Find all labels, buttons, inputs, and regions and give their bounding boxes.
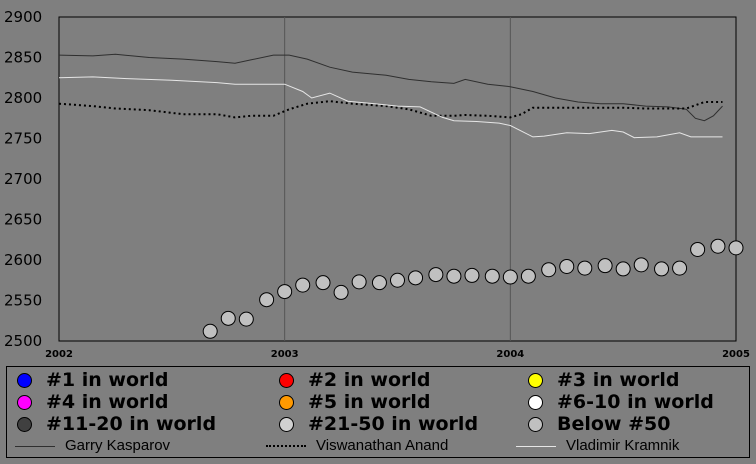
legend-item-5: #5 in world: [279, 392, 431, 412]
y-tick-label: 2900: [4, 8, 42, 26]
legend-label-2: #2 in world: [308, 369, 431, 391]
marker-below-50: [315, 275, 331, 291]
series-line-viswanathan-anand: [58, 100, 723, 119]
marker-below-50: [371, 275, 387, 291]
marker-below-50: [238, 311, 254, 327]
series-line-garry-kasparov: [58, 53, 723, 122]
marker-below-50: [577, 260, 593, 276]
legend-marker-6: [528, 394, 543, 410]
marker-below-50: [615, 261, 631, 277]
marker-below-50: [428, 267, 444, 283]
y-tick-label: 2600: [4, 251, 42, 269]
legend-label-5: #5 in world: [308, 391, 431, 413]
y-tick-label: 2750: [4, 130, 42, 148]
x-axis-ticks: 2002 2003 2004 2005: [45, 349, 750, 360]
legend-item-3: #3 in world: [528, 370, 680, 390]
legend-marker-5: [279, 394, 294, 410]
marker-below-50: [672, 260, 688, 276]
y-tick-label: 2800: [4, 89, 42, 107]
marker-below-50: [541, 262, 557, 278]
x-tick-label: 2002: [45, 349, 73, 360]
y-axis-ticks: 2500 2550 2600 2650 2700 2750 2800 2850 2900: [4, 8, 42, 350]
legend-label-kasparov: Garry Kasparov: [65, 437, 171, 454]
legend-item-2: #2 in world: [279, 370, 431, 390]
legend-line-kramnik: [516, 445, 556, 447]
marker-below-50: [390, 272, 405, 288]
marker-below-50: [333, 284, 349, 300]
marker-below-50: [559, 258, 575, 274]
plot-area: [58, 16, 737, 342]
legend-label-anand: Viswanathan Anand: [316, 437, 449, 454]
marker-below-50: [728, 240, 744, 256]
marker-below-50: [295, 277, 311, 293]
marker-below-50: [654, 261, 670, 277]
legend-label-3: #3 in world: [557, 369, 680, 391]
marker-group: [202, 238, 744, 339]
legend-item-6: #6-10 in world: [528, 392, 714, 412]
marker-below-50: [502, 269, 518, 285]
marker-below-50: [408, 270, 424, 286]
marker-below-50: [597, 258, 613, 274]
legend-marker-1: [17, 372, 32, 388]
legend-marker-8: [279, 416, 294, 432]
legend-label-kramnik: Vladimir Kramnik: [566, 437, 680, 454]
legend-label-1: #1 in world: [46, 369, 169, 391]
marker-below-50: [446, 268, 462, 284]
legend-item-kasparov: Garry Kasparov: [15, 437, 170, 455]
legend-item-7: #11-20 in world: [17, 414, 216, 434]
legend-item-8: #21-50 in world: [279, 414, 478, 434]
legend-label-7: #11-20 in world: [46, 413, 217, 435]
legend-item-anand: Viswanathan Anand: [266, 437, 448, 455]
marker-below-50: [202, 323, 218, 339]
marker-below-50: [484, 268, 500, 284]
legend-label-8: #21-50 in world: [308, 413, 479, 435]
legend-label-6: #6-10 in world: [557, 391, 714, 413]
legend-marker-2: [279, 372, 294, 388]
legend-item-9: Below #50: [528, 414, 670, 434]
legend: #1 in world #2 in world #3 in world #4 i…: [6, 366, 750, 458]
legend-line-anand: [266, 445, 306, 447]
series-group: [58, 53, 723, 139]
marker-below-50: [259, 292, 275, 308]
legend-item-kramnik: Vladimir Kramnik: [516, 437, 679, 455]
marker-below-50: [710, 238, 726, 254]
y-tick-label: 2850: [4, 49, 42, 67]
legend-marker-4: [17, 394, 32, 410]
series-line-vladimir-kramnik: [58, 76, 723, 139]
legend-label-9: Below #50: [557, 413, 671, 435]
x-tick-label: 2005: [722, 349, 750, 360]
legend-marker-3: [528, 372, 543, 388]
x-tick-label: 2004: [496, 349, 524, 360]
marker-below-50: [520, 268, 536, 284]
legend-marker-7: [17, 416, 32, 432]
y-tick-label: 2650: [4, 211, 42, 229]
legend-marker-9: [528, 416, 543, 432]
legend-item-4: #4 in world: [17, 392, 169, 412]
marker-below-50: [690, 241, 706, 257]
legend-line-kasparov: [15, 445, 55, 447]
marker-below-50: [220, 310, 236, 326]
y-tick-label: 2550: [4, 292, 42, 310]
legend-item-1: #1 in world: [17, 370, 169, 390]
marker-below-50: [633, 257, 649, 273]
y-tick-label: 2700: [4, 170, 42, 188]
x-tick-label: 2003: [271, 349, 299, 360]
legend-label-4: #4 in world: [46, 391, 169, 413]
marker-below-50: [351, 274, 367, 290]
y-tick-label: 2500: [4, 332, 42, 350]
marker-below-50: [277, 284, 293, 300]
marker-below-50: [464, 267, 480, 283]
